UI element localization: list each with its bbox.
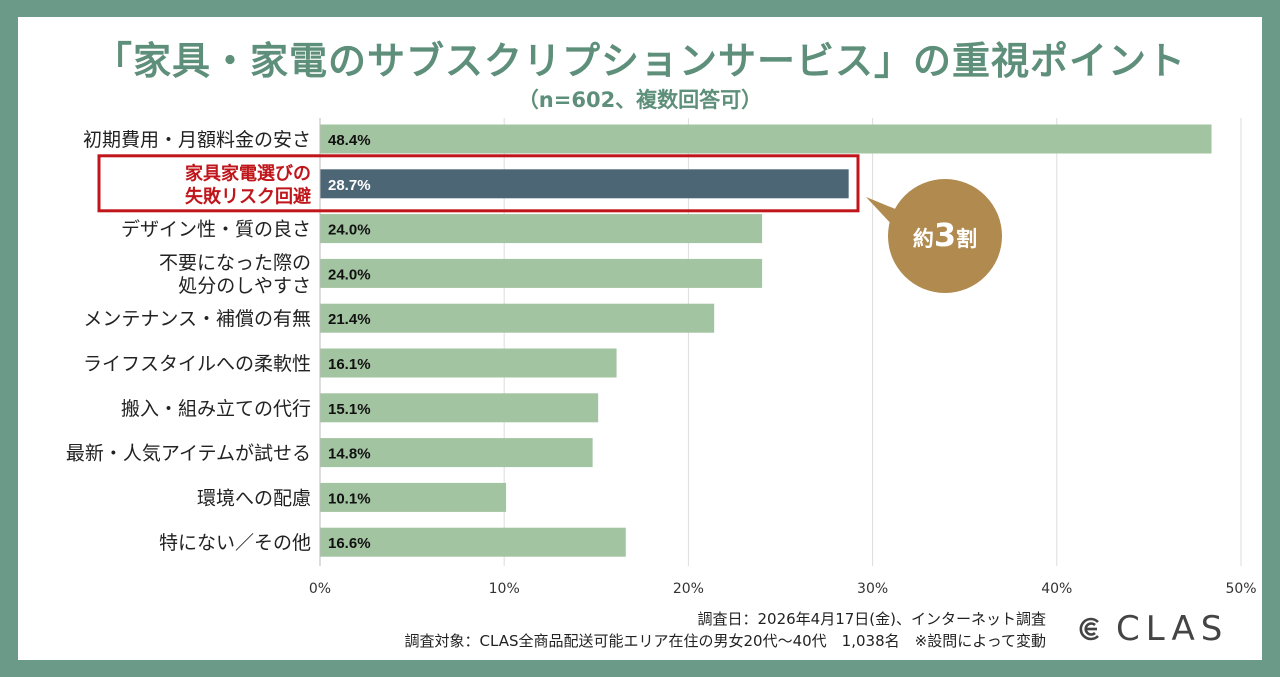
category-label: 環境への配慮 xyxy=(197,487,311,509)
bar xyxy=(320,258,763,288)
bar xyxy=(320,438,593,468)
category-label: デザイン性・質の良さ xyxy=(121,219,311,241)
bar-value-label: 10.1% xyxy=(328,490,371,507)
badge-circle xyxy=(888,179,1002,293)
bar-value-label: 24.0% xyxy=(328,266,371,283)
bar-value-label: 14.8% xyxy=(328,446,371,463)
bar xyxy=(320,169,849,199)
bar xyxy=(320,214,763,244)
bar-value-label: 16.6% xyxy=(328,535,371,552)
category-label: 最新・人気アイテムが試せる xyxy=(66,443,311,465)
badge-number: 3 xyxy=(934,216,956,254)
bar xyxy=(320,348,617,378)
bar-value-label: 24.0% xyxy=(328,222,371,239)
bar-value-label: 21.4% xyxy=(328,311,371,328)
brand-logo: CLAS xyxy=(1076,607,1228,651)
bar-value-label: 28.7% xyxy=(328,177,371,194)
category-label: 初期費用・月額料金の安さ xyxy=(83,129,311,151)
chart-title: 「家具・家電のサブスクリプションサービス」の重視ポイント xyxy=(93,39,1186,83)
category-label: 不要になった際の xyxy=(159,252,311,274)
bar-value-label: 15.1% xyxy=(328,401,371,418)
x-tick-label: 20% xyxy=(673,581,704,597)
x-tick-label: 40% xyxy=(1041,581,1072,597)
highlight-frame xyxy=(97,154,860,213)
clas-logo-icon xyxy=(1079,617,1099,641)
brand-name: CLAS xyxy=(1116,609,1229,649)
chart-subtitle: （n=602、複数回答可） xyxy=(517,88,763,112)
bar xyxy=(320,482,507,512)
category-label: 搬入・組み立ての代行 xyxy=(121,398,311,420)
category-label: 処分のしやすさ xyxy=(178,275,311,297)
bar xyxy=(320,303,715,333)
bar xyxy=(320,527,626,557)
category-label: 家具家電選びの xyxy=(185,162,311,184)
badge-prefix: 約 xyxy=(913,227,934,251)
x-tick-label: 50% xyxy=(1225,581,1256,597)
category-label: メンテナンス・補償の有無 xyxy=(83,308,311,330)
chart-card xyxy=(18,17,1262,660)
badge-label: 約3割 xyxy=(913,216,977,254)
survey-date-note: 調査日：2026年4月17日(金)、インターネット調査 xyxy=(697,610,1046,628)
category-label: 特にない／その他 xyxy=(159,532,311,554)
category-label: 失敗リスク回避 xyxy=(185,185,311,207)
badge-suffix: 割 xyxy=(956,227,977,251)
x-tick-label: 30% xyxy=(857,581,888,597)
bar-value-label: 48.4% xyxy=(328,132,371,149)
bar xyxy=(320,124,1212,154)
x-tick-label: 10% xyxy=(489,581,520,597)
bar xyxy=(320,393,599,423)
bar-value-label: 16.1% xyxy=(328,356,371,373)
category-label: ライフスタイルへの柔軟性 xyxy=(83,353,311,375)
x-tick-label: 0% xyxy=(309,581,331,597)
survey-target-note: 調査対象：CLAS全商品配送可能エリア在住の男女20代〜40代 1,038名 ※… xyxy=(404,632,1046,650)
